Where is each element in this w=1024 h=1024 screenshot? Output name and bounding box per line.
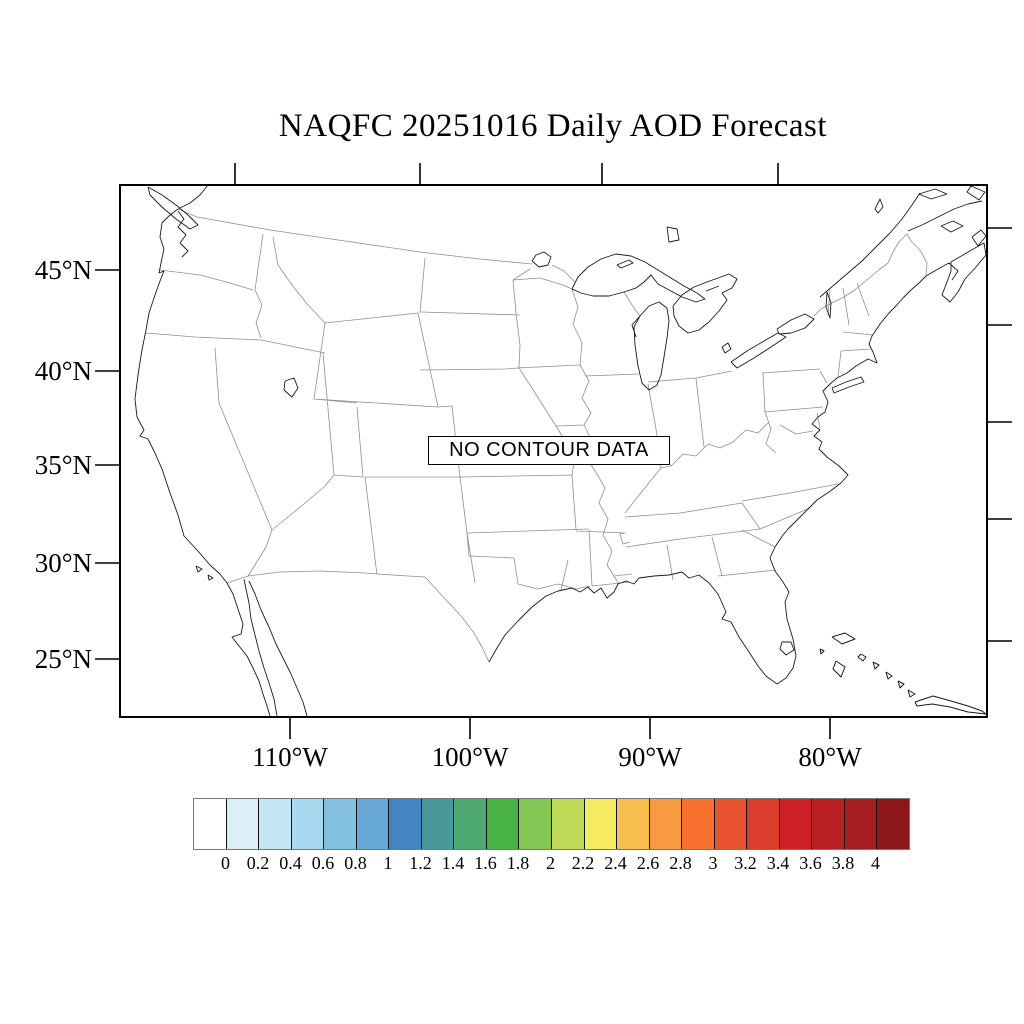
lat-label: 30°N <box>34 548 92 578</box>
lat-label: 35°N <box>34 450 92 480</box>
colorbar <box>193 798 910 850</box>
colorbar-box <box>648 799 682 849</box>
colorbar-tick-label: 1.2 <box>409 853 432 873</box>
lat-label: 45°N <box>34 255 92 285</box>
no-contour-data-label: NO CONTOUR DATA <box>428 436 670 465</box>
colorbar-box <box>453 799 486 849</box>
lon-label: 100°W <box>431 742 509 772</box>
colorbar-tick-label: 2 <box>546 853 555 873</box>
colorbar-box <box>681 799 714 849</box>
colorbar-box <box>713 799 747 849</box>
islands-path <box>819 632 987 715</box>
colorbar-box <box>388 799 421 849</box>
colorbar-tick-label: 1 <box>383 853 393 873</box>
colorbar-box <box>583 799 617 849</box>
colorbar-box <box>225 799 259 849</box>
colorbar-tick-label: 3.4 <box>766 853 790 873</box>
colorbar-box <box>485 799 519 849</box>
plot-title: NAQFC 20251016 Daily AOD Forecast <box>278 108 828 144</box>
colorbar-tick-label: 3 <box>708 853 718 873</box>
map-frame <box>119 184 988 718</box>
colorbar-box <box>323 799 356 849</box>
colorbar-tick-label: 2.4 <box>604 853 627 873</box>
colorbar-box <box>876 799 910 849</box>
state-borders-path <box>145 208 928 663</box>
colorbar-box <box>778 799 812 849</box>
colorbar-tick-label: 0.4 <box>279 853 302 873</box>
colorbar-tick-label: 1.6 <box>474 853 497 873</box>
colorbar-box <box>746 799 779 849</box>
colorbar-tick-label: 2.6 <box>636 853 660 873</box>
lat-label: 25°N <box>34 644 92 674</box>
colorbar-box <box>518 799 552 849</box>
colorbar-box <box>355 799 389 849</box>
colorbar-tick-label: 3.2 <box>734 853 757 873</box>
lon-label: 90°W <box>618 742 682 772</box>
lat-label: 40°N <box>34 356 92 386</box>
colorbar-tick-label: 3.8 <box>831 853 855 873</box>
colorbar-tick-label: 2.2 <box>571 853 595 873</box>
coastline-path <box>134 185 987 717</box>
colorbar-tick-label: 1.4 <box>441 853 465 873</box>
axis-ticks <box>95 163 1012 739</box>
colorbar-box <box>194 799 226 849</box>
colorbar-box <box>843 799 877 849</box>
lon-label: 110°W <box>252 742 328 772</box>
colorbar-box <box>811 799 844 849</box>
colorbar-tick-label: 0.8 <box>344 853 367 873</box>
colorbar-tick-label: 0.2 <box>246 853 270 873</box>
lon-label: 80°W <box>798 742 862 772</box>
colorbar-box <box>616 799 649 849</box>
colorbar-tick-label: 2.8 <box>669 853 692 873</box>
colorbar-box <box>290 799 324 849</box>
colorbar-tick-label: 4 <box>871 853 880 873</box>
colorbar-box <box>258 799 291 849</box>
colorbar-box <box>551 799 584 849</box>
colorbar-tick-label: 0.6 <box>311 853 335 873</box>
colorbar-tick-label: 3.6 <box>799 853 822 873</box>
map-art <box>134 185 987 717</box>
colorbar-tick-label: 0 <box>221 853 230 873</box>
lakes-path <box>283 226 832 656</box>
colorbar-tick-label: 1.8 <box>506 853 530 873</box>
colorbar-tick-labels: 0 0.2 0.4 0.6 0.8 1 1.2 1.4 1.6 1.8 2 2.2 2.4 2.6 2.8 3… <box>193 852 908 876</box>
colorbar-box <box>420 799 454 849</box>
